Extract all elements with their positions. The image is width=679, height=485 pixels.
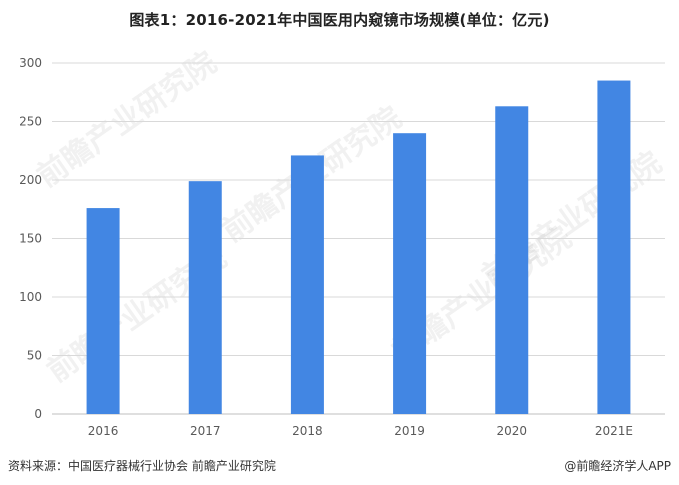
x-tick-label: 2016 <box>88 424 119 438</box>
x-tick-label: 2018 <box>292 424 323 438</box>
chart-title: 图表1：2016-2021年中国医用内窥镜市场规模(单位：亿元) <box>129 11 550 29</box>
x-tick-label: 2019 <box>394 424 425 438</box>
x-axis-ticks: 2016 2017 2018 2019 2020 2021E <box>88 424 633 438</box>
x-tick-label: 2017 <box>190 424 221 438</box>
y-tick-label: 100 <box>19 290 42 304</box>
bar-2020 <box>495 106 529 414</box>
brand-footer-text: @前瞻经济学人APP <box>564 459 671 473</box>
bars <box>86 80 631 415</box>
x-tick-label: 2021E <box>595 424 633 438</box>
y-tick-label: 300 <box>19 56 42 70</box>
source-note: 资料来源：中国医疗器械行业协会 前瞻产业研究院 <box>8 459 276 473</box>
bar-2021E <box>597 80 631 415</box>
y-tick-label: 0 <box>34 407 42 421</box>
brand-footer: @前瞻经济学人APP <box>564 457 671 474</box>
bar-2016 <box>86 208 120 414</box>
y-tick-label: 50 <box>27 349 42 363</box>
y-tick-label: 250 <box>19 115 42 129</box>
gridlines <box>52 62 665 415</box>
y-axis-ticks: 0 50 100 150 200 250 300 <box>19 56 42 421</box>
x-tick-label: 2020 <box>496 424 527 438</box>
y-tick-label: 200 <box>19 173 42 187</box>
y-tick-label: 150 <box>19 232 42 246</box>
bar-2017 <box>188 181 222 414</box>
bar-2018 <box>290 155 324 414</box>
bar-2019 <box>393 133 427 414</box>
